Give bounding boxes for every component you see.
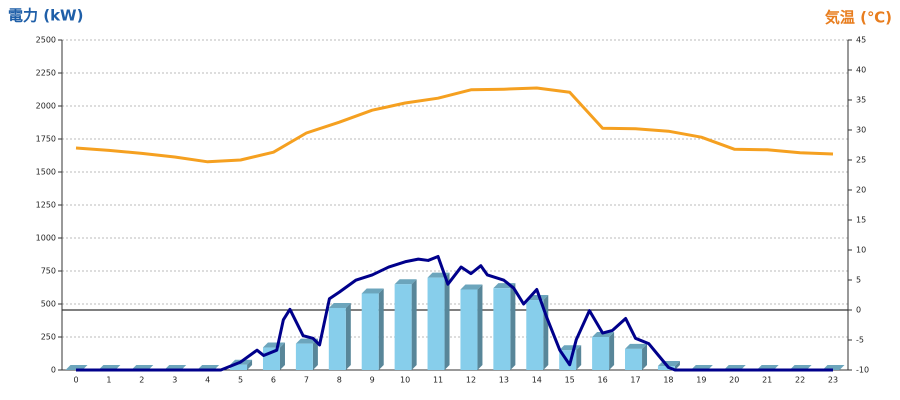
- bar: [262, 342, 285, 370]
- y2-tick-label: 10: [856, 246, 866, 255]
- x-tick-label: 17: [630, 376, 640, 385]
- y-tick-label: 2250: [36, 69, 56, 78]
- y2-tick-label: 45: [856, 36, 866, 45]
- bar-top: [328, 302, 351, 308]
- bar-side: [642, 343, 648, 370]
- bar: [592, 332, 615, 370]
- y2-tick-label: -10: [856, 366, 869, 375]
- bar: [460, 284, 483, 370]
- x-tick-label: 9: [370, 376, 375, 385]
- bar: [625, 343, 648, 370]
- x-tick-label: 16: [598, 376, 608, 385]
- x-tick-label: 14: [532, 376, 542, 385]
- power-line: [76, 254, 833, 372]
- x-tick-label: 12: [466, 376, 476, 385]
- bar-side: [674, 361, 680, 370]
- bar-front: [460, 289, 478, 370]
- bar-top: [592, 332, 615, 337]
- y2-tick-label: 35: [856, 96, 866, 105]
- bar-front: [394, 284, 412, 370]
- temperature-line: [75, 86, 834, 164]
- bar-side: [247, 359, 253, 370]
- bar: [427, 272, 450, 370]
- y-tick-label: 0: [51, 366, 56, 375]
- y-tick-label: 750: [41, 267, 56, 276]
- y-tick-label: 1500: [36, 168, 56, 177]
- bar: [361, 288, 384, 370]
- y-tick-label: 500: [41, 300, 56, 309]
- x-tick-label: 10: [400, 376, 410, 385]
- bar-front: [427, 277, 445, 370]
- bar-front: [328, 307, 346, 370]
- y-tick-label: 2500: [36, 36, 56, 45]
- bar-top: [625, 343, 648, 349]
- y2-tick-label: 20: [856, 186, 866, 195]
- bar: [295, 338, 318, 370]
- x-tick-label: 7: [304, 376, 309, 385]
- bar-top: [394, 279, 417, 285]
- bar-front: [295, 343, 313, 370]
- bar-front: [657, 366, 675, 370]
- x-tick-label: 6: [271, 376, 276, 385]
- bar-side: [312, 338, 318, 370]
- bar-side: [444, 272, 450, 370]
- y2-tick-label: 30: [856, 126, 866, 135]
- y-tick-label: 1250: [36, 201, 56, 210]
- x-tick-label: 2: [139, 376, 144, 385]
- x-tick-label: 15: [565, 376, 575, 385]
- x-tick-label: 11: [433, 376, 443, 385]
- x-tick-label: 19: [696, 376, 706, 385]
- bar-top: [460, 284, 483, 290]
- y-tick-label: 2000: [36, 102, 56, 111]
- bar-side: [345, 302, 351, 370]
- x-tick-label: 3: [172, 376, 177, 385]
- y2-axis-title: 気温 (℃): [825, 9, 892, 27]
- bar-front: [361, 293, 379, 370]
- bar-front: [230, 364, 248, 370]
- x-tick-label: 23: [828, 376, 838, 385]
- x-tick-label: 20: [729, 376, 739, 385]
- x-tick-label: 21: [762, 376, 772, 385]
- bar-side: [378, 288, 384, 370]
- x-tick-label: 4: [205, 376, 210, 385]
- y2-tick-label: 25: [856, 156, 866, 165]
- bar-side: [609, 332, 615, 370]
- x-tick-label: 13: [499, 376, 509, 385]
- y2-tick-label: 40: [856, 66, 866, 75]
- bar-front: [625, 348, 643, 370]
- bar: [394, 279, 417, 370]
- bar-front: [592, 337, 610, 370]
- x-tick-label: 18: [663, 376, 673, 385]
- bar: [526, 295, 549, 370]
- bar-side: [477, 284, 483, 370]
- y-tick-label: 250: [41, 333, 56, 342]
- y2-tick-label: 5: [856, 276, 861, 285]
- bar-side: [411, 279, 417, 370]
- bar-side: [510, 283, 516, 370]
- bar: [493, 283, 516, 370]
- bar-side: [279, 342, 285, 370]
- x-tick-label: 22: [795, 376, 805, 385]
- bar-top: [361, 288, 384, 294]
- y-axis-title: 電力 (kW): [8, 7, 83, 25]
- x-tick-label: 8: [337, 376, 342, 385]
- x-tick-label: 5: [238, 376, 243, 385]
- y2-tick-label: -5: [856, 336, 864, 345]
- y-tick-label: 1000: [36, 234, 56, 243]
- x-tick-label: 0: [73, 376, 78, 385]
- y2-tick-label: 15: [856, 216, 866, 225]
- bar-front: [526, 300, 544, 370]
- bar: [328, 302, 351, 370]
- x-tick-label: 1: [106, 376, 111, 385]
- bar-front: [493, 288, 511, 370]
- bar-side: [576, 345, 582, 370]
- y-tick-label: 1750: [36, 135, 56, 144]
- y2-tick-label: 0: [856, 306, 861, 315]
